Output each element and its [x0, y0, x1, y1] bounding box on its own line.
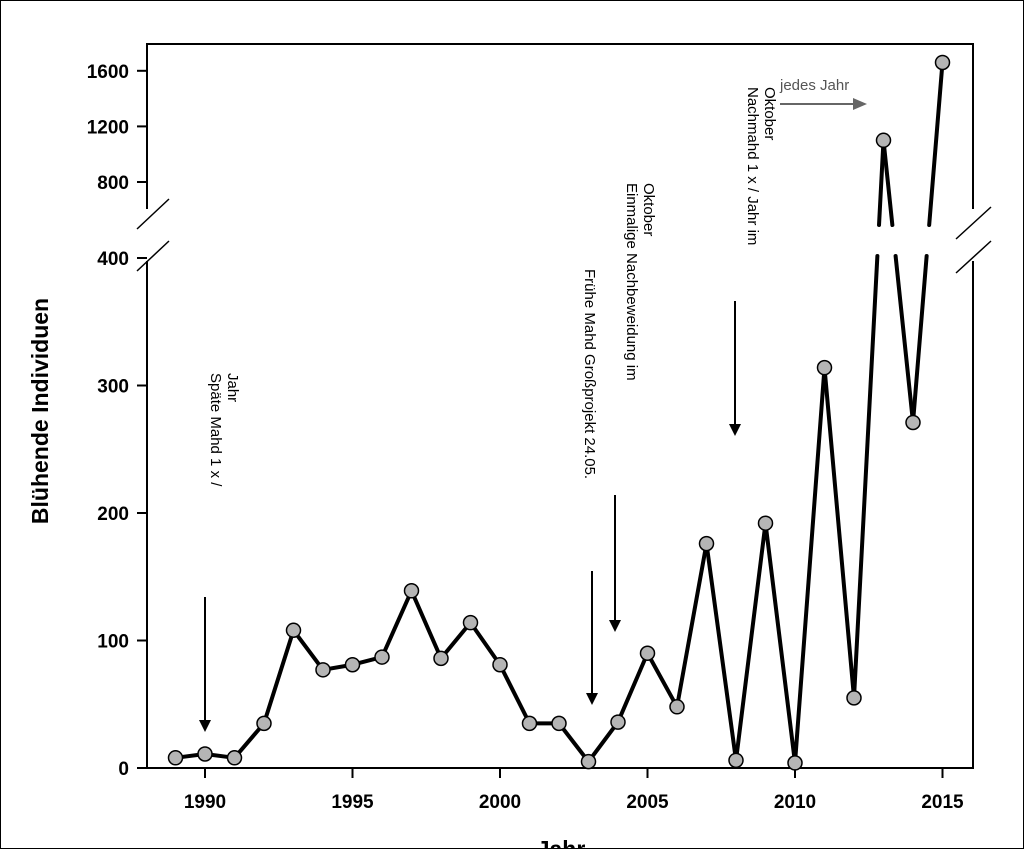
data-point [639, 645, 656, 661]
data-point [728, 752, 744, 769]
data-point [256, 715, 272, 732]
data-point [226, 750, 243, 766]
annotation-arrow-head [586, 693, 598, 705]
annotation-nachmahd-line: Oktober [761, 87, 778, 140]
data-point [197, 746, 213, 762]
data-point [787, 755, 803, 771]
series-segment [793, 365, 827, 765]
annotation-nachmahd: Nachmahd 1 x / Jahr im Oktober [744, 87, 778, 245]
annotation-arrow-head [729, 424, 741, 436]
y-tick-label: 0 [118, 759, 129, 780]
y-tick-label: 400 [97, 249, 129, 270]
annotations: Späte Mahd 1 x / Jahr Frühe Mahd Großproje… [199, 77, 867, 732]
data-point [846, 690, 862, 706]
annotation-spaete-mahd-line: Jahr [224, 373, 241, 402]
data-point [580, 753, 597, 770]
series-segment [262, 628, 296, 726]
x-tick-label: 1995 [331, 792, 374, 813]
annotation-arrow-head [199, 720, 211, 732]
x-tick-label: 1990 [184, 792, 226, 813]
series-segment [645, 651, 679, 709]
data-point [875, 132, 892, 149]
data-point [551, 715, 567, 732]
annotation-arrow-head [609, 620, 621, 632]
data-point [816, 359, 833, 376]
series-segment [763, 521, 797, 765]
annotation-jedes-jahr: jedes Jahr [779, 77, 849, 94]
data-point [669, 699, 685, 715]
data-markers [167, 54, 951, 771]
series-segment [380, 588, 414, 660]
data-point [462, 614, 479, 631]
series-segment [291, 628, 325, 672]
annotation-nachbeweidung: Einmalige Nachbeweidung im Oktober [623, 183, 657, 381]
x-tick-label: 2015 [921, 792, 964, 813]
series-segment [675, 541, 709, 709]
annotation-nachbeweidung-line: Einmalige Nachbeweidung im [623, 183, 640, 381]
annotation-gray-arrow-head [853, 98, 867, 110]
annotation-nachmahd-line: Nachmahd 1 x / Jahr im [744, 87, 761, 245]
annotation-spaete-mahd-line: Späte Mahd 1 x / [207, 373, 224, 487]
data-point [374, 649, 390, 665]
x-tick-label: 2010 [774, 792, 816, 813]
x-axis-title: Jahr [537, 836, 586, 848]
series-segment [557, 721, 591, 764]
data-point [344, 656, 361, 673]
data-point [285, 622, 302, 639]
y-tick-label: 300 [97, 377, 129, 398]
annotation-fruehe-mahd: Frühe Mahd Großprojekt 24.05. [581, 269, 598, 479]
series-segment [468, 620, 502, 667]
series-segment [734, 521, 768, 763]
series-segment [877, 138, 886, 227]
series-segment [822, 365, 856, 700]
series-line [173, 60, 945, 765]
data-point [934, 54, 951, 71]
x-axis-ticks: 1990 1995 2000 2005 2010 2015 [184, 768, 964, 813]
y-axis-title: Blühende Individuen [27, 298, 53, 524]
series-segment [409, 588, 443, 661]
data-point [403, 583, 420, 599]
series-segment [911, 254, 929, 425]
data-point [905, 414, 921, 431]
data-point [521, 715, 538, 732]
y-tick-label: 1200 [87, 117, 129, 138]
annotation-spaete-mahd: Späte Mahd 1 x / Jahr [207, 373, 241, 487]
data-point [698, 535, 715, 552]
data-point [433, 650, 449, 667]
y-axis-ticks: 0 100 200 300 400 800 1200 1600 [87, 62, 147, 780]
series-segment [881, 138, 895, 227]
data-point [757, 515, 774, 531]
data-point [167, 750, 184, 766]
series-segment [498, 662, 532, 726]
annotation-fruehe-mahd-line: Frühe Mahd Großprojekt 24.05. [581, 269, 598, 479]
y-tick-label: 1600 [87, 62, 129, 83]
y-tick-label: 100 [97, 632, 129, 653]
plot-frame [146, 43, 974, 769]
axis-break [136, 198, 992, 274]
x-tick-label: 2005 [626, 792, 669, 813]
series-segment [704, 541, 738, 763]
y-tick-label: 200 [97, 504, 129, 525]
series-segment [893, 254, 915, 425]
series-segment [852, 254, 880, 700]
x-tick-label: 2000 [479, 792, 521, 813]
series-segment [927, 60, 945, 227]
annotation-nachbeweidung-line: Oktober [640, 183, 657, 236]
data-point [610, 714, 626, 730]
data-point [315, 662, 331, 678]
series-segment [586, 720, 620, 764]
series-segment [616, 651, 650, 725]
y-tick-label: 800 [97, 173, 129, 194]
data-point [492, 656, 508, 673]
